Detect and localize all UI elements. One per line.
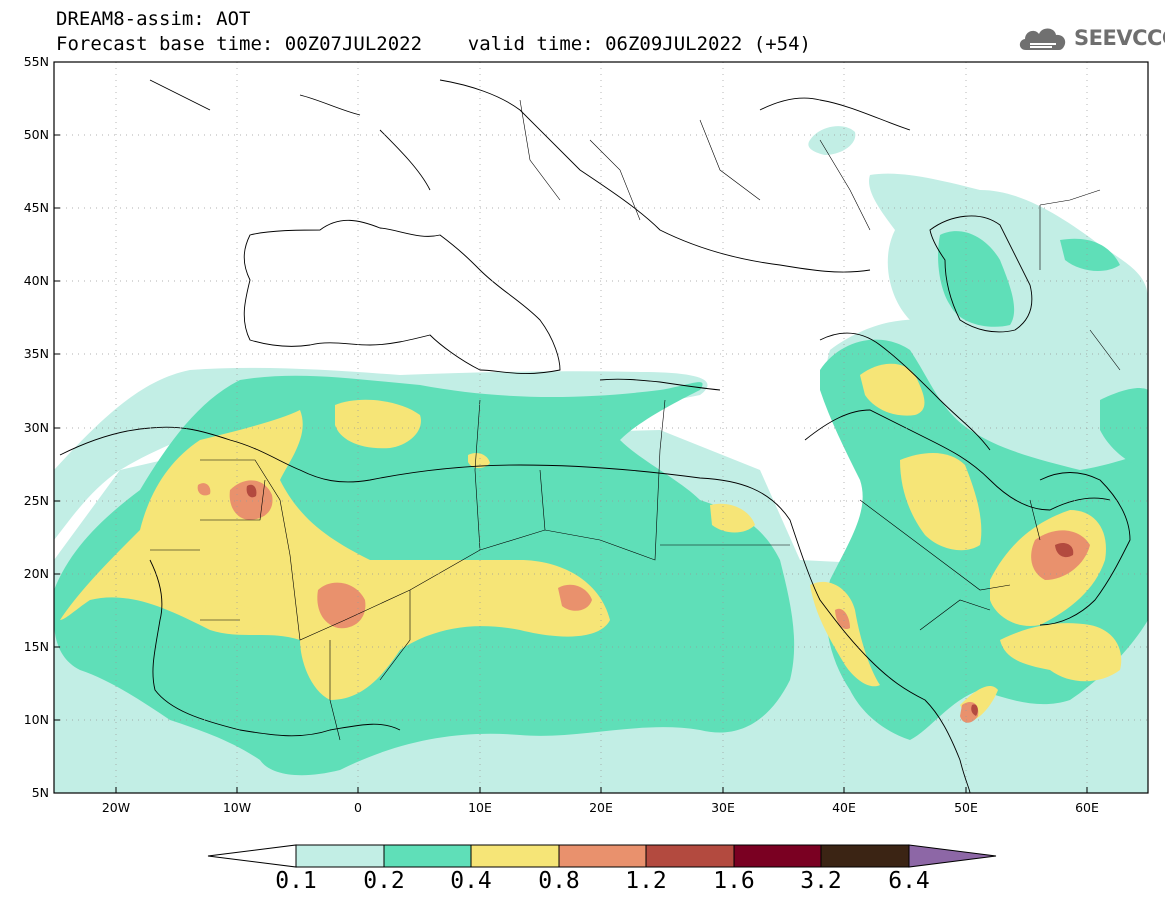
colorbar-label: 1.2 — [625, 868, 667, 894]
colorbar-swatch — [558, 844, 647, 868]
colorbar-swatch — [645, 844, 735, 868]
colorbar-label: 0.4 — [450, 868, 492, 894]
lat-label: 50N — [24, 127, 49, 142]
colorbar-swatch — [733, 844, 822, 868]
cloud-icon — [1019, 28, 1066, 50]
country-borders — [150, 99, 1121, 741]
colorbar-label: 0.8 — [538, 868, 580, 894]
colorbar-label: 3.2 — [800, 868, 842, 894]
lon-label: 30E — [711, 800, 735, 815]
colorbar-under-triangle — [207, 844, 297, 868]
colorbar-swatch — [383, 844, 472, 868]
lon-label: 20W — [102, 800, 130, 815]
lat-label: 20N — [24, 566, 49, 581]
lat-label: 55N — [24, 54, 49, 69]
colorbar — [207, 844, 997, 868]
lon-label: 10W — [223, 800, 251, 815]
lon-label: 20E — [589, 800, 613, 815]
aot-band-1.2 — [246, 484, 1074, 716]
lat-label: 40N — [24, 273, 49, 288]
colorbar-swatch — [470, 844, 560, 868]
lat-label: 10N — [24, 712, 49, 727]
lon-label: 40E — [832, 800, 856, 815]
colorbar-label: 6.4 — [888, 868, 930, 894]
aot-fields — [54, 126, 1148, 793]
lon-label: 0 — [354, 800, 362, 815]
logo-text: SEEVCCC — [1074, 26, 1165, 50]
lat-label: 45N — [24, 200, 49, 215]
lon-labels: 20W 10W 0 10E 20E 30E 40E 50E 60E — [102, 800, 1099, 815]
colorbar-swatch — [295, 844, 385, 868]
colorbar-label: 1.6 — [713, 868, 755, 894]
lat-label: 5N — [32, 785, 49, 800]
colorbar-label: 0.1 — [275, 868, 317, 894]
lat-label: 25N — [24, 493, 49, 508]
lon-label: 60E — [1075, 800, 1099, 815]
lat-lon-grid — [54, 62, 1148, 793]
lon-label: 10E — [468, 800, 492, 815]
coastlines — [59, 79, 1131, 793]
colorbar-label: 0.2 — [363, 868, 405, 894]
lat-labels: 55N 50N 45N 40N 35N 30N 25N 20N 15N 10N … — [24, 54, 49, 800]
map-title: DREAM8-assim: AOT — [56, 8, 251, 30]
lat-label: 15N — [24, 639, 49, 654]
lat-label: 30N — [24, 420, 49, 435]
lat-label: 35N — [24, 346, 49, 361]
tick-marks — [54, 61, 1088, 794]
seevccc-logo: SEEVCCC — [1016, 22, 1165, 54]
colorbar-swatch — [820, 844, 910, 868]
colorbar-over-triangle — [908, 844, 997, 868]
forecast-time-line: Forecast base time: 00Z07JUL2022 valid t… — [56, 33, 811, 55]
lon-label: 50E — [954, 800, 978, 815]
